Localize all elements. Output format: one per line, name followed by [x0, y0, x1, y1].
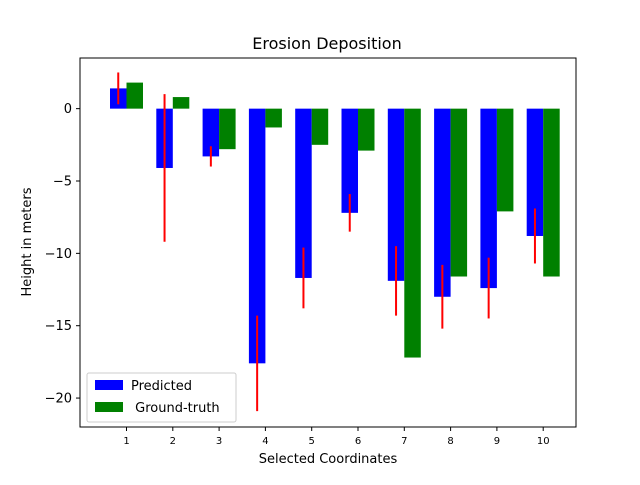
chart-title: Erosion Deposition — [252, 34, 401, 53]
bar-predicted-8 — [434, 108, 451, 297]
legend: Predicted Ground-truth — [86, 372, 237, 423]
y-tick-label--15: −15 — [45, 319, 72, 334]
legend-label-ground-truth: Ground-truth — [131, 401, 220, 416]
y-tick-label--20: −20 — [45, 392, 72, 407]
bar-ground-truth-2 — [172, 97, 190, 109]
bar-ground-truth-9 — [496, 108, 514, 212]
bar-ground-truth-7 — [404, 108, 421, 358]
bar-ground-truth-3 — [219, 108, 236, 150]
bar-predicted-3 — [202, 108, 220, 157]
legend-swatch-ground-truth — [95, 402, 123, 412]
x-tick-label-3: 3 — [216, 436, 222, 447]
x-tick-label-9: 9 — [494, 436, 500, 447]
bar-predicted-7 — [387, 108, 405, 281]
legend-frame — [86, 372, 237, 423]
x-axis: 1 2 3 4 5 6 7 8 9 10 — [123, 427, 550, 447]
bar-ground-truth-6 — [358, 108, 375, 151]
x-tick-label-2: 2 — [170, 436, 176, 447]
x-tick-label-10: 10 — [537, 436, 550, 447]
legend-label-predicted: Predicted — [131, 379, 192, 394]
y-tick-label-0: 0 — [64, 102, 72, 117]
y-axis: 0 −5 −10 −15 −20 — [45, 102, 80, 407]
x-tick-label-1: 1 — [123, 436, 129, 447]
bar-predicted-5 — [295, 108, 312, 278]
x-tick-label-7: 7 — [401, 436, 407, 447]
y-axis-label: Height in meters — [20, 187, 35, 296]
bar-predicted-4 — [248, 108, 266, 364]
bar-ground-truth-8 — [450, 108, 468, 277]
bar-predicted-10 — [526, 108, 544, 236]
bar-ground-truth-10 — [543, 108, 560, 277]
x-axis-label: Selected Coordinates — [259, 452, 398, 467]
x-tick-label-8: 8 — [447, 436, 453, 447]
y-tick-label--5: −5 — [53, 175, 72, 190]
bar-ground-truth-4 — [265, 108, 282, 128]
plot-area — [110, 72, 560, 412]
x-tick-label-6: 6 — [355, 436, 361, 447]
y-tick-label--10: −10 — [45, 247, 72, 262]
legend-swatch-predicted — [95, 380, 123, 390]
plot-frame — [79, 57, 577, 428]
bar-ground-truth-1 — [126, 82, 143, 109]
x-tick-label-5: 5 — [309, 436, 315, 447]
bar-ground-truth-5 — [311, 108, 329, 145]
bar-predicted-6 — [341, 108, 358, 213]
bar-predicted-9 — [480, 108, 497, 289]
x-tick-label-4: 4 — [262, 436, 268, 447]
